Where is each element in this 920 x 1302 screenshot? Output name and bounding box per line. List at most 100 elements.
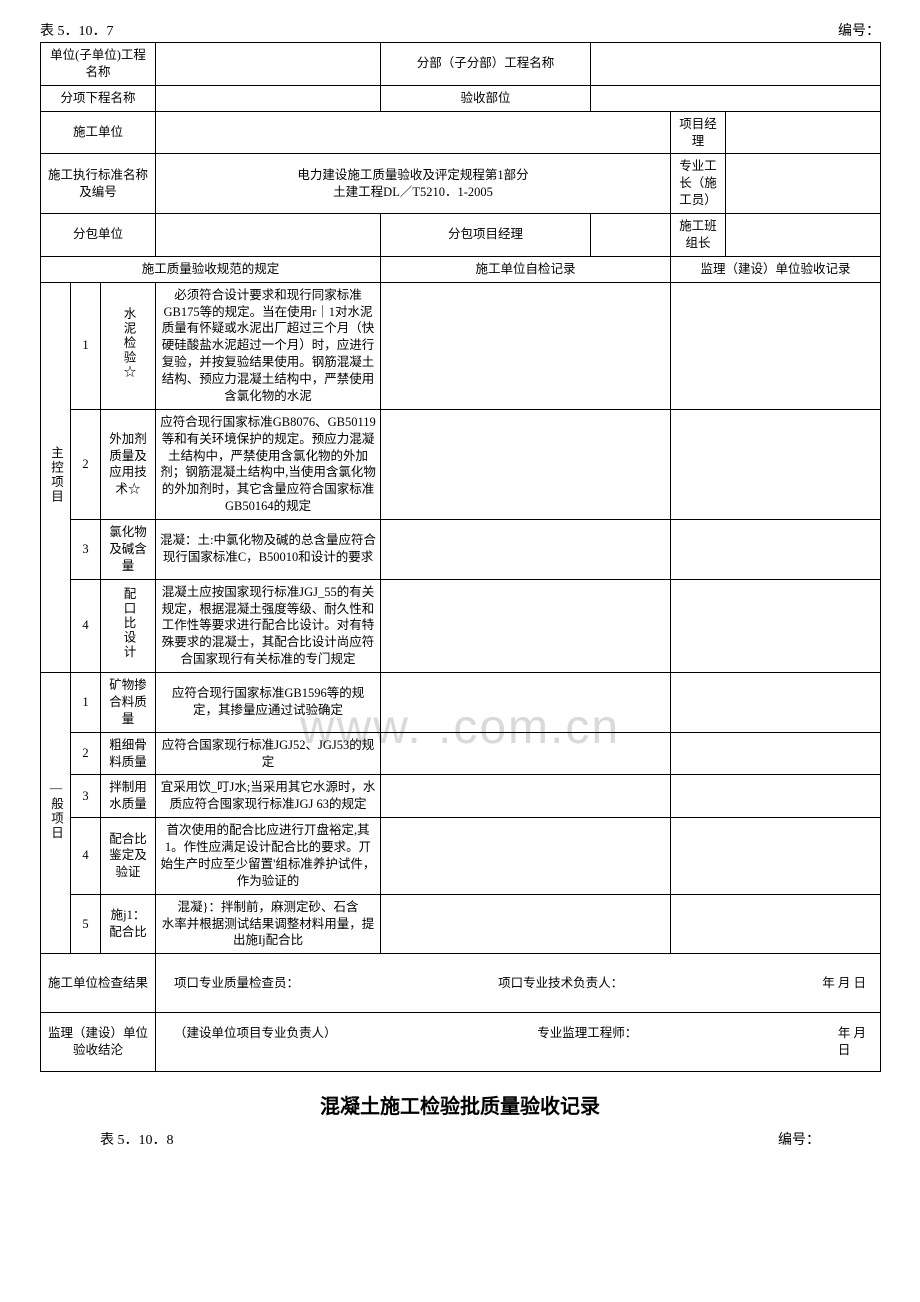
value-cell (156, 43, 381, 86)
main-table: 单位(子单位)工程名称 分部（子分部）工程名称 分项下程名称 验收部位 施工单位… (40, 42, 881, 1072)
label-acceptance-part: 验收部位 (381, 85, 591, 111)
table-row: 单位(子单位)工程名称 分部（子分部）工程名称 (41, 43, 881, 86)
item-number: 4 (71, 818, 101, 895)
label-construction-result: 施工单位检查结果 (41, 954, 156, 1013)
item-name: 施j1：配合比 (101, 894, 156, 954)
table-row: 施工执行标准名称及编号 电力建设施工质量验收及评定规程第1部分 土建工程DL／T… (41, 154, 881, 214)
supervision-cell (671, 732, 881, 775)
self-check-cell (381, 775, 671, 818)
supervision-cell (671, 282, 881, 409)
supervision-cell (671, 520, 881, 580)
self-check-cell (381, 818, 671, 895)
label-unit-project: 单位(子单位)工程名称 (41, 43, 156, 86)
value-cell (156, 85, 381, 111)
label-subcontractor: 分包单位 (41, 214, 156, 257)
value-cell (156, 214, 381, 257)
table-row: 2 外加剂质量及应用技术☆ 应符合现行国家标准GB8076、GB50119等和有… (41, 409, 881, 519)
group-label-general: —般项日 (41, 673, 71, 954)
item-number: 1 (71, 673, 101, 733)
item-requirement: 混凝土应按国家现行标准JGJ_55的有关规定，根据混凝土强度等级、耐久性和工作性… (156, 579, 381, 672)
item-requirement: 宜采用饮_叮J水;当采用其它水源时，水质应符合囤家现行标准JGJ 63的规定 (156, 775, 381, 818)
item-requirement: 应符合现行国家标准GB1596等的规定，其掺量应通过试验确定 (156, 673, 381, 733)
item-name: 粗细骨料质量 (101, 732, 156, 775)
item-name: 水泥检验☆ (101, 282, 156, 409)
item-number: 2 (71, 409, 101, 519)
table-row: 4 配口比设计 混凝土应按国家现行标准JGJ_55的有关规定，根据混凝土强度等级… (41, 579, 881, 672)
item-number: 4 (71, 579, 101, 672)
item-name: 外加剂质量及应用技术☆ (101, 409, 156, 519)
table-row: 5 施j1：配合比 混凝}：拌制前，麻测定砂、石含 水率并根据测试结果调整材料用… (41, 894, 881, 954)
sig-quality-inspector: 项口专业质量检查员： (174, 975, 299, 992)
label-spec-rules: 施工质量验收规范的规定 (41, 256, 381, 282)
sig-owner-lead: （建设单位项目专业负责人） (174, 1025, 337, 1059)
table-row: 分项下程名称 验收部位 (41, 85, 881, 111)
value-cell (591, 43, 881, 86)
supervision-cell (671, 818, 881, 895)
label-team-leader: 施工班组长 (671, 214, 726, 257)
signature-row-supervision: 监理（建设）单位验收结沦 （建设单位项目专业负责人） 专业监理工程师： 年 月 … (41, 1013, 881, 1072)
item-number: 2 (71, 732, 101, 775)
signature-row-construction: 施工单位检查结果 项口专业质量检查员： 项口专业技术负责人： 年 月 日 (41, 954, 881, 1013)
table-row: 3 拌制用水质量 宜采用饮_叮J水;当采用其它水源时，水质应符合囤家现行标准JG… (41, 775, 881, 818)
self-check-cell (381, 520, 671, 580)
self-check-cell (381, 579, 671, 672)
table-row: 分包单位 分包项目经理 施工班组长 (41, 214, 881, 257)
value-cell (156, 111, 671, 154)
item-name: 氯化物及碱含量 (101, 520, 156, 580)
header-row: 表 5．10．7 编号： (40, 20, 880, 40)
label-standard: 施工执行标准名称及编号 (41, 154, 156, 214)
item-number: 5 (71, 894, 101, 954)
value-cell (726, 154, 881, 214)
self-check-cell (381, 732, 671, 775)
table-row: —般项日 1 矿物掺合料质量 应符合现行国家标准GB1596等的规定，其掺量应通… (41, 673, 881, 733)
section-header-row: 施工质量验收规范的规定 施工单位自检记录 监理（建设）单位验收记录 (41, 256, 881, 282)
item-requirement: 必须符合设计要求和现行同家标准GB175等的规定。当在使用r｜1对水泥质量有怀疑… (156, 282, 381, 409)
item-name: 拌制用水质量 (101, 775, 156, 818)
item-name: 矿物掺合料质量 (101, 673, 156, 733)
page-title: 混凝土施工检验批质量验收记录 (40, 1090, 880, 1119)
self-check-cell (381, 409, 671, 519)
signature-content: 项口专业质量检查员： 项口专业技术负责人： 年 月 日 (156, 954, 881, 1013)
sig-date: 年 月 日 (838, 1025, 866, 1059)
label-subitem-name: 分项下程名称 (41, 85, 156, 111)
footer-row: 表 5．10．8 编号： (40, 1129, 880, 1149)
item-number: 1 (71, 282, 101, 409)
sig-supervising-engineer: 专业监理工程师： (537, 1025, 637, 1059)
supervision-cell (671, 775, 881, 818)
table-row: 主控项目 1 水泥检验☆ 必须符合设计要求和现行同家标准GB175等的规定。当在… (41, 282, 881, 409)
supervision-cell (671, 409, 881, 519)
label-project-manager: 项目经理 (671, 111, 726, 154)
item-number: 3 (71, 520, 101, 580)
label-self-inspection: 施工单位自检记录 (381, 256, 671, 282)
item-name: 配口比设计 (101, 579, 156, 672)
label-supervision-conclusion: 监理（建设）单位验收结沦 (41, 1013, 156, 1072)
label-subsection-project: 分部（子分部）工程名称 (381, 43, 591, 86)
supervision-cell (671, 579, 881, 672)
table-row: 施工单位 项目经理 (41, 111, 881, 154)
label-foreman: 专业工长（施工员） (671, 154, 726, 214)
self-check-cell (381, 894, 671, 954)
label-sub-pm: 分包项目经理 (381, 214, 591, 257)
table-number: 表 5．10．7 (40, 20, 114, 40)
self-check-cell (381, 673, 671, 733)
group-label-main: 主控项目 (41, 282, 71, 672)
item-name: 配合比鉴定及验证 (101, 818, 156, 895)
table-row: 3 氯化物及碱含量 混凝：土:中氯化物及碱的总含量应符合现行国家标准C，B500… (41, 520, 881, 580)
sig-date: 年 月 日 (822, 975, 866, 992)
footer-serial-label: 编号： (778, 1129, 820, 1149)
supervision-cell (671, 673, 881, 733)
item-number: 3 (71, 775, 101, 818)
value-cell (591, 85, 881, 111)
item-requirement: 首次使用的配合比应进行丌盘裕定,其1。作性应满足设计配合比的要求。丌始生产时应至… (156, 818, 381, 895)
table-row: 4 配合比鉴定及验证 首次使用的配合比应进行丌盘裕定,其1。作性应满足设计配合比… (41, 818, 881, 895)
label-construction-unit: 施工单位 (41, 111, 156, 154)
item-requirement: 混凝}：拌制前，麻测定砂、石含 水率并根据测试结果调整材料用量，提出施Ij配合比 (156, 894, 381, 954)
sig-tech-lead: 项口专业技术负责人： (498, 975, 623, 992)
table-row: 2 粗细骨料质量 应符合国家现行标准JGJ52、JGJ53的规定 (41, 732, 881, 775)
supervision-cell (671, 894, 881, 954)
serial-label: 编号： (838, 20, 880, 40)
value-standard: 电力建设施工质量验收及评定规程第1部分 土建工程DL／T5210．1-2005 (156, 154, 671, 214)
label-supervision-record: 监理（建设）单位验收记录 (671, 256, 881, 282)
item-requirement: 混凝：土:中氯化物及碱的总含量应符合现行国家标准C，B50010和设计的要求 (156, 520, 381, 580)
value-cell (726, 214, 881, 257)
